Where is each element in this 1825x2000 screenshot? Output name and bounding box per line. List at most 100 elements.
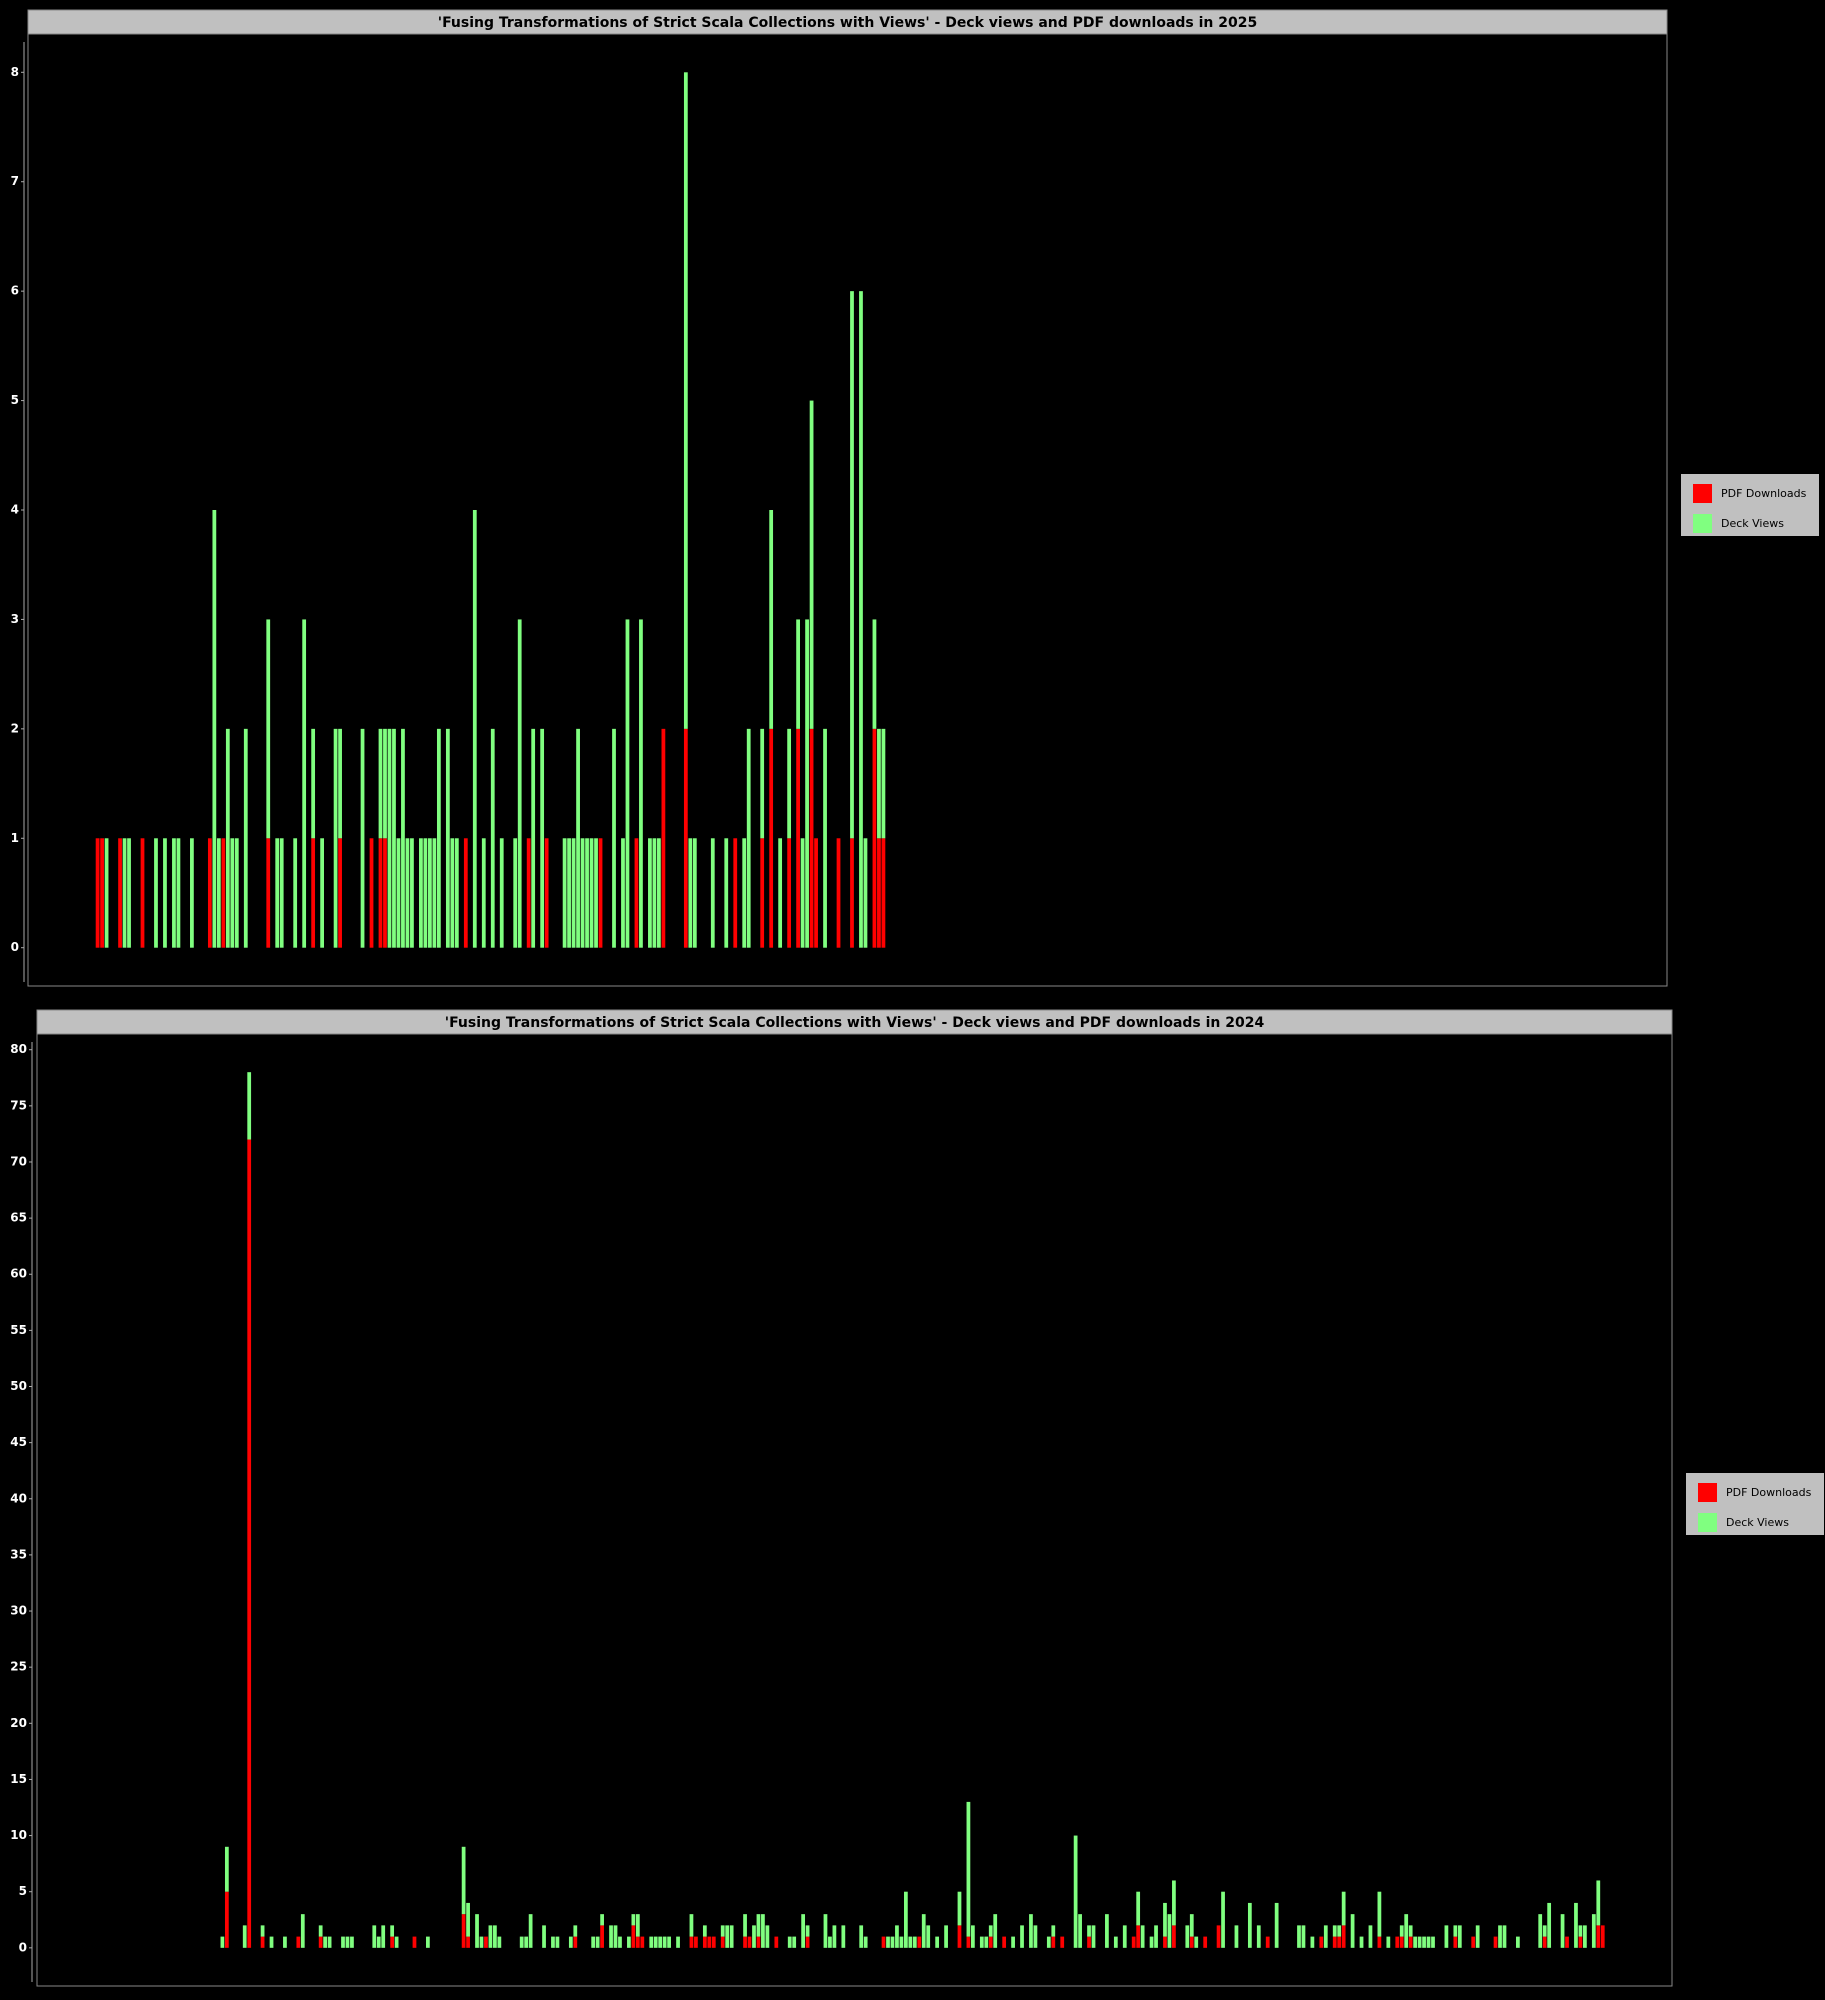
bar [1399,1925,1404,1937]
bar [850,291,854,839]
bar [1337,1936,1342,1948]
bar [809,728,814,948]
y-tick-label: 6 [11,284,19,298]
bar [390,1936,395,1948]
bar [243,728,248,948]
bar [787,1936,792,1948]
bar [378,728,383,839]
legend-swatch [1693,514,1712,533]
bar [1203,1936,1208,1948]
bar [711,1936,716,1948]
bar [562,838,567,948]
bar [95,838,100,948]
bar [676,1936,680,1948]
bar [221,838,226,948]
bar [988,1925,993,1937]
bar [531,728,536,948]
bar [1547,1902,1552,1948]
bar [327,1936,332,1948]
bar [466,1902,470,1937]
bar [823,728,827,948]
bar [1221,1891,1225,1948]
bar [345,1936,350,1948]
bar [454,838,459,948]
bar [517,619,522,948]
bar [640,1936,645,1948]
bar [595,1936,600,1948]
bar [1087,1925,1091,1937]
bar [392,728,396,948]
bar [279,838,284,948]
bar [1319,1936,1324,1948]
legend-swatch [1698,1513,1717,1532]
y-tick-label: 0 [19,1940,27,1954]
bar [823,1914,828,1948]
bar [1560,1914,1565,1948]
bar [1431,1936,1435,1948]
bar [396,838,401,948]
bar [513,838,518,948]
legend-swatch [1693,484,1712,503]
y-tick-label: 65 [10,1211,27,1225]
bar [733,838,738,948]
bar [1247,1902,1252,1948]
bar [247,1072,252,1140]
bar [787,838,792,948]
y-tick-label: 55 [10,1323,27,1337]
y-tick-label: 80 [10,1042,27,1056]
bar [1404,1914,1409,1948]
bar [461,1846,466,1915]
bar [694,1936,698,1948]
bar [707,1936,712,1948]
bar [450,838,455,948]
bar [1078,1914,1082,1948]
bar [302,619,307,948]
bar [207,838,212,948]
bar [598,838,603,948]
bar [1265,1936,1270,1948]
bar [917,1936,922,1948]
bar [1457,1925,1462,1948]
bar [445,728,450,948]
bar [612,728,616,948]
bar [635,1936,640,1948]
bar [1216,1925,1221,1948]
bar [497,1936,502,1948]
bar [190,838,194,948]
bar [683,728,688,948]
bar [1475,1925,1480,1948]
bar [1332,1925,1337,1937]
bar [410,838,414,948]
bar [689,1936,694,1948]
bar [1565,1936,1569,1948]
bar [488,1925,493,1948]
bar [127,838,131,948]
bar [1163,1902,1167,1937]
y-tick-label: 2 [11,721,19,735]
bar [463,838,468,948]
bar [667,1936,671,1948]
bar [600,1925,604,1948]
bar [300,1914,305,1948]
bar [921,1914,926,1948]
bar [1020,1925,1024,1948]
bar [756,1936,761,1948]
bar [1002,1936,1007,1948]
bar [1341,1925,1346,1948]
bar [765,1925,770,1948]
y-tick-label: 60 [10,1267,27,1281]
legend-label: PDF Downloads [1726,1486,1812,1499]
bar [376,1936,381,1948]
bar [568,1936,573,1948]
bar [743,1914,747,1937]
bar [966,1936,971,1948]
bar [1301,1925,1306,1948]
bar [774,1936,779,1948]
bar [1140,1925,1145,1948]
bar [881,838,886,948]
legend-label: PDF Downloads [1721,487,1807,500]
bar [661,728,666,948]
bar [519,1936,524,1948]
bar [1073,1835,1078,1948]
legend-swatch [1698,1483,1717,1502]
